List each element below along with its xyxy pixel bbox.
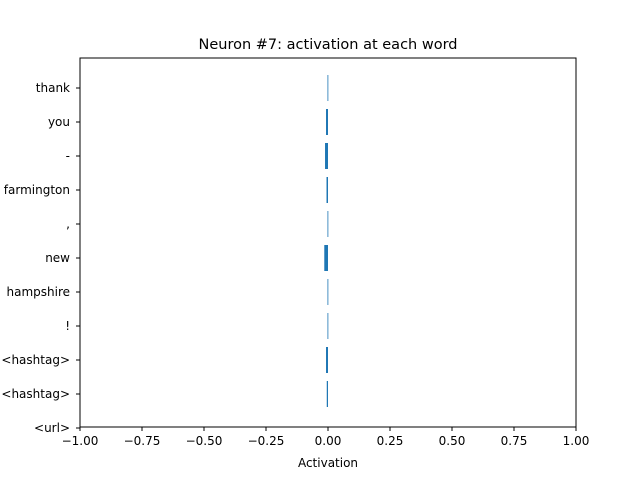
y-tick-label: <hashtag> (1, 387, 70, 401)
x-axis-label: Activation (298, 456, 358, 470)
bar-7 (327, 313, 329, 339)
x-tick-label: −0.75 (124, 434, 161, 448)
y-ticks-layer: thank you - farmington, new hampshire! <hashta… (1, 81, 80, 435)
x-tick-label: 0.75 (501, 434, 528, 448)
bar-1 (326, 109, 328, 135)
chart-title: Neuron #7: activation at each word (199, 37, 458, 53)
y-tick-label: ! (65, 319, 70, 333)
bar-4 (327, 211, 329, 237)
x-tick-label: −0.25 (248, 434, 285, 448)
y-tick-label: <hashtag> (1, 353, 70, 367)
bar-2 (325, 143, 328, 169)
bar-6 (327, 279, 329, 305)
y-tick-label: , (66, 217, 70, 231)
x-tick-label: 1.00 (563, 434, 590, 448)
y-tick-label: farmington (4, 183, 70, 197)
x-tick-label: 0.25 (377, 434, 404, 448)
x-ticks-layer: −1.00 −0.75 −0.50 −0.25 0.00 0.25 0.50 0.75 1.00 (62, 427, 590, 448)
x-tick-label: −1.00 (62, 434, 99, 448)
bar-3 (326, 177, 328, 203)
y-tick-label: you (48, 115, 70, 129)
bar-9 (326, 381, 328, 407)
y-tick-label: new (45, 251, 70, 265)
x-tick-label: 0.50 (439, 434, 466, 448)
y-tick-label: hampshire (6, 285, 70, 299)
bars-layer (324, 75, 329, 407)
x-tick-label: 0.00 (315, 434, 342, 448)
y-tick-label: - (66, 149, 70, 163)
x-tick-label: −0.50 (186, 434, 223, 448)
y-tick-label: <url> (34, 421, 70, 435)
bar-5 (324, 245, 328, 271)
bar-8 (326, 347, 328, 373)
bar-0 (327, 75, 329, 101)
y-tick-label: thank (36, 81, 70, 95)
